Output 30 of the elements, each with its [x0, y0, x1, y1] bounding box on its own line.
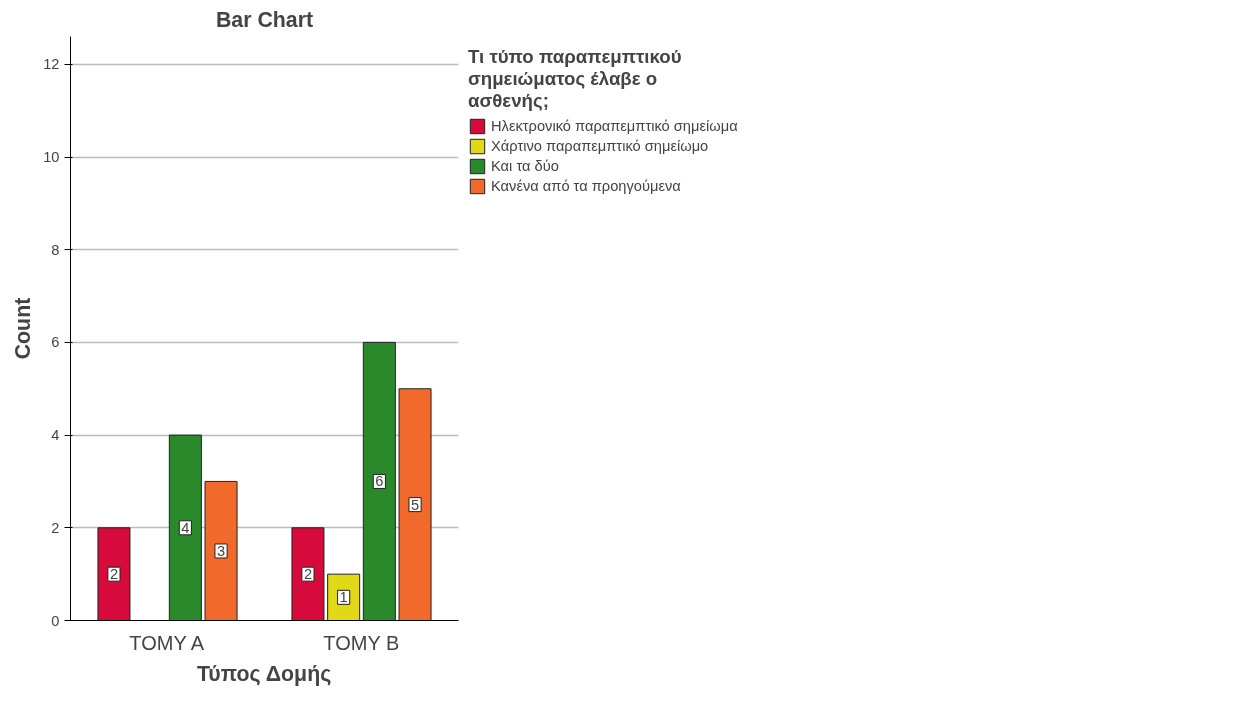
y-tick-label: 0 [51, 612, 60, 629]
data-label: 1 [339, 589, 348, 606]
x-axis-title: Τύπος Δομής [196, 661, 332, 686]
data-label: 4 [181, 519, 190, 536]
y-tick-label: 10 [43, 149, 60, 166]
legend-label: Χάρτινο παραπεμπτικό σημείωμο [491, 138, 709, 154]
bar [168, 434, 202, 621]
bar [291, 527, 325, 621]
bar [204, 480, 238, 621]
legend-label: Ηλεκτρονικό παραπεμπτικό σημείωμα [491, 118, 738, 134]
data-label: 6 [375, 473, 384, 490]
bar [97, 527, 131, 621]
data-label: 2 [109, 566, 119, 583]
y-tick-label: 6 [51, 334, 60, 351]
legend-label: Κανένα από τα προηγούμενα [491, 178, 681, 194]
data-label: 5 [410, 496, 420, 513]
bar [362, 341, 396, 621]
x-tick-label: TOMY B [323, 631, 400, 654]
data-label: 3 [216, 542, 226, 559]
legend-label: Και τα δύο [491, 158, 559, 174]
bar [398, 388, 432, 621]
y-axis-title: Count [11, 297, 36, 360]
y-tick-label: 2 [51, 519, 60, 536]
chart-title: Bar Chart [215, 7, 314, 32]
y-tick-label: 12 [43, 56, 60, 73]
y-tick-label: 8 [51, 241, 60, 258]
data-label: 2 [303, 566, 313, 583]
x-tick-label: TOMY A [129, 631, 205, 654]
y-tick-label: 4 [51, 427, 60, 444]
legend-title: Τι τύπο παραπεμπτικού σημειώματος έλαβε ο ασθενής; [468, 46, 683, 112]
